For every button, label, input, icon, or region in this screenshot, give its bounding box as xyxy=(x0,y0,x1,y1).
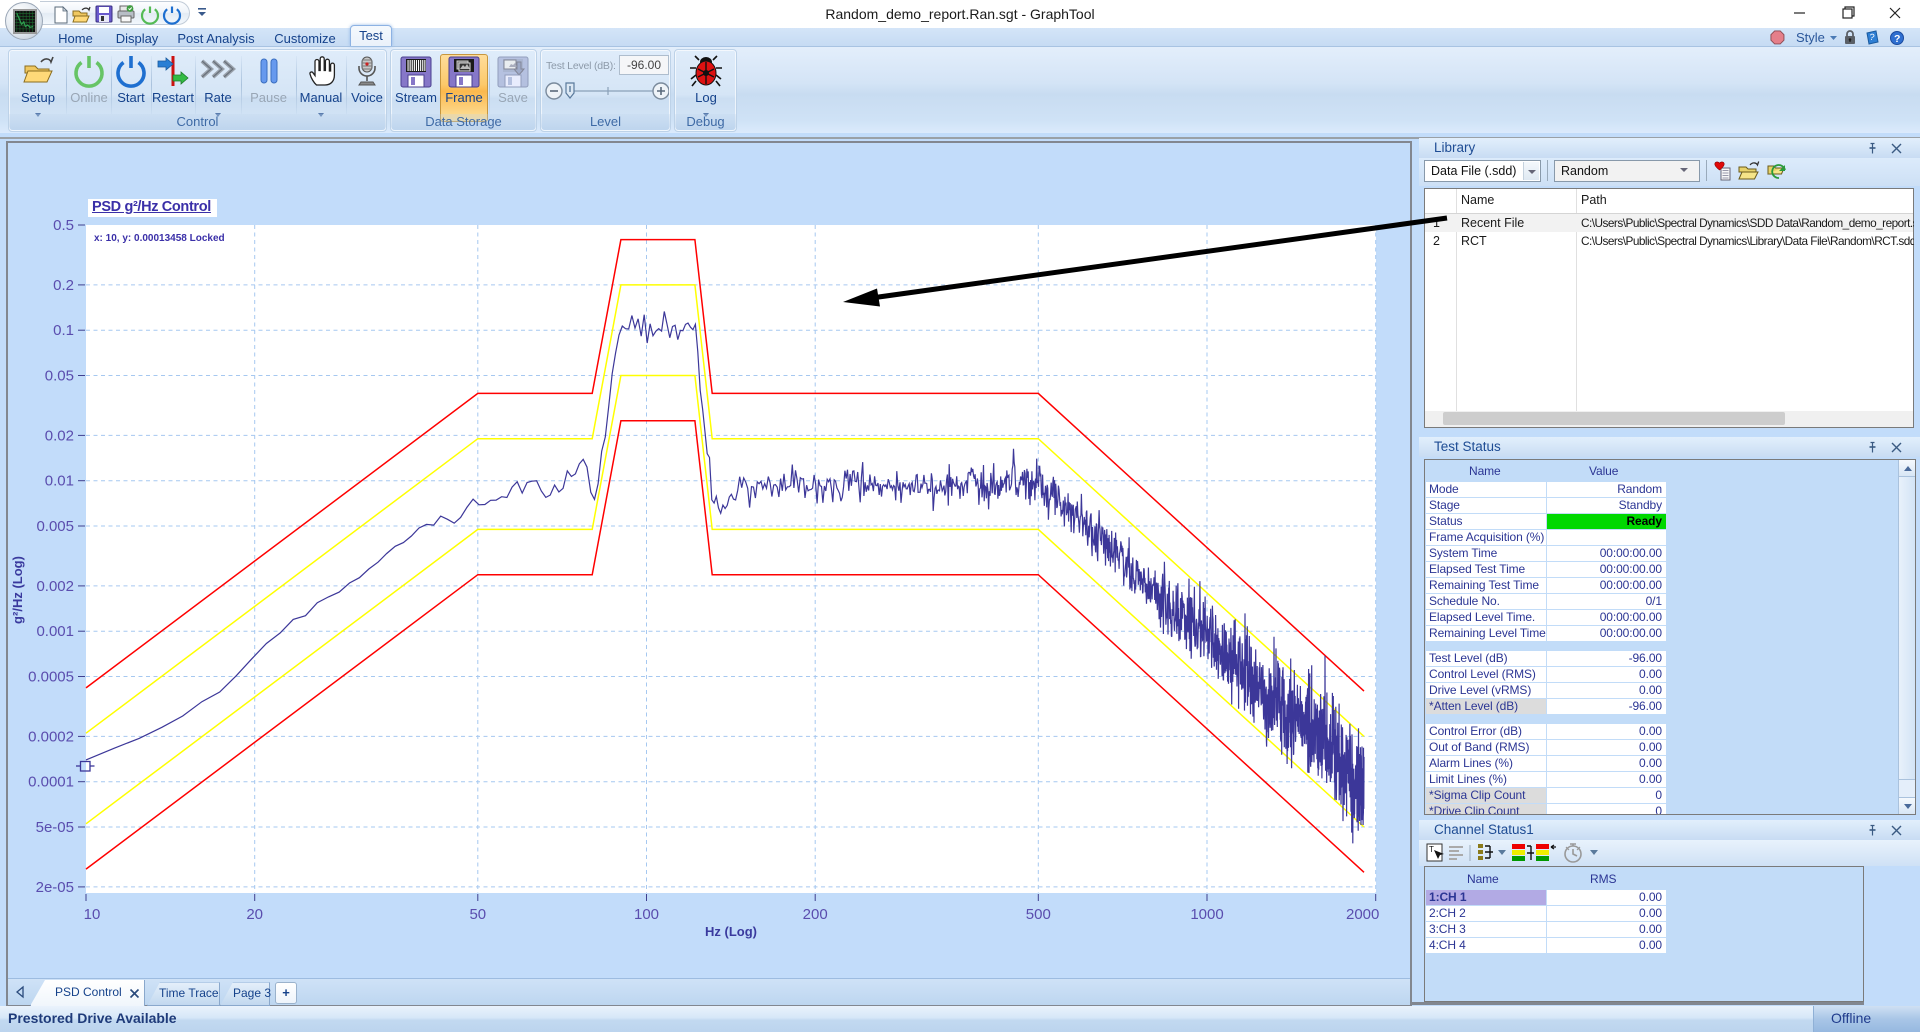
svg-text:2e-05: 2e-05 xyxy=(36,879,74,896)
svg-text:200: 200 xyxy=(803,906,828,923)
svg-text:?: ? xyxy=(1869,32,1875,43)
svg-text:?: ? xyxy=(1894,33,1900,45)
svg-text:0.005: 0.005 xyxy=(36,518,74,535)
svg-text:T: T xyxy=(1429,845,1434,854)
svg-text:2000: 2000 xyxy=(1346,906,1379,923)
svg-text:20: 20 xyxy=(246,906,263,923)
svg-text:0.002: 0.002 xyxy=(36,578,74,595)
svg-text:100: 100 xyxy=(634,906,659,923)
svg-text:g²/Hz (Log): g²/Hz (Log) xyxy=(10,556,25,624)
svg-text:0.0005: 0.0005 xyxy=(28,669,74,686)
svg-text:0.0001: 0.0001 xyxy=(28,774,74,791)
svg-text:Hz (Log): Hz (Log) xyxy=(705,924,757,939)
svg-text:0.5: 0.5 xyxy=(53,217,74,234)
svg-text:500: 500 xyxy=(1026,906,1051,923)
svg-text:Style: Style xyxy=(1796,30,1825,45)
svg-text:10: 10 xyxy=(84,906,101,923)
svg-text:1000: 1000 xyxy=(1190,906,1223,923)
svg-text:0.1: 0.1 xyxy=(53,322,74,339)
svg-text:50: 50 xyxy=(469,906,486,923)
svg-text:0.2: 0.2 xyxy=(53,277,74,294)
svg-text:5e-05: 5e-05 xyxy=(36,819,74,836)
svg-text:0.0002: 0.0002 xyxy=(28,728,74,745)
svg-text:0.02: 0.02 xyxy=(45,427,74,444)
svg-text:0.05: 0.05 xyxy=(45,368,74,385)
svg-text:0.001: 0.001 xyxy=(36,623,74,640)
svg-text:0.01: 0.01 xyxy=(45,473,74,490)
